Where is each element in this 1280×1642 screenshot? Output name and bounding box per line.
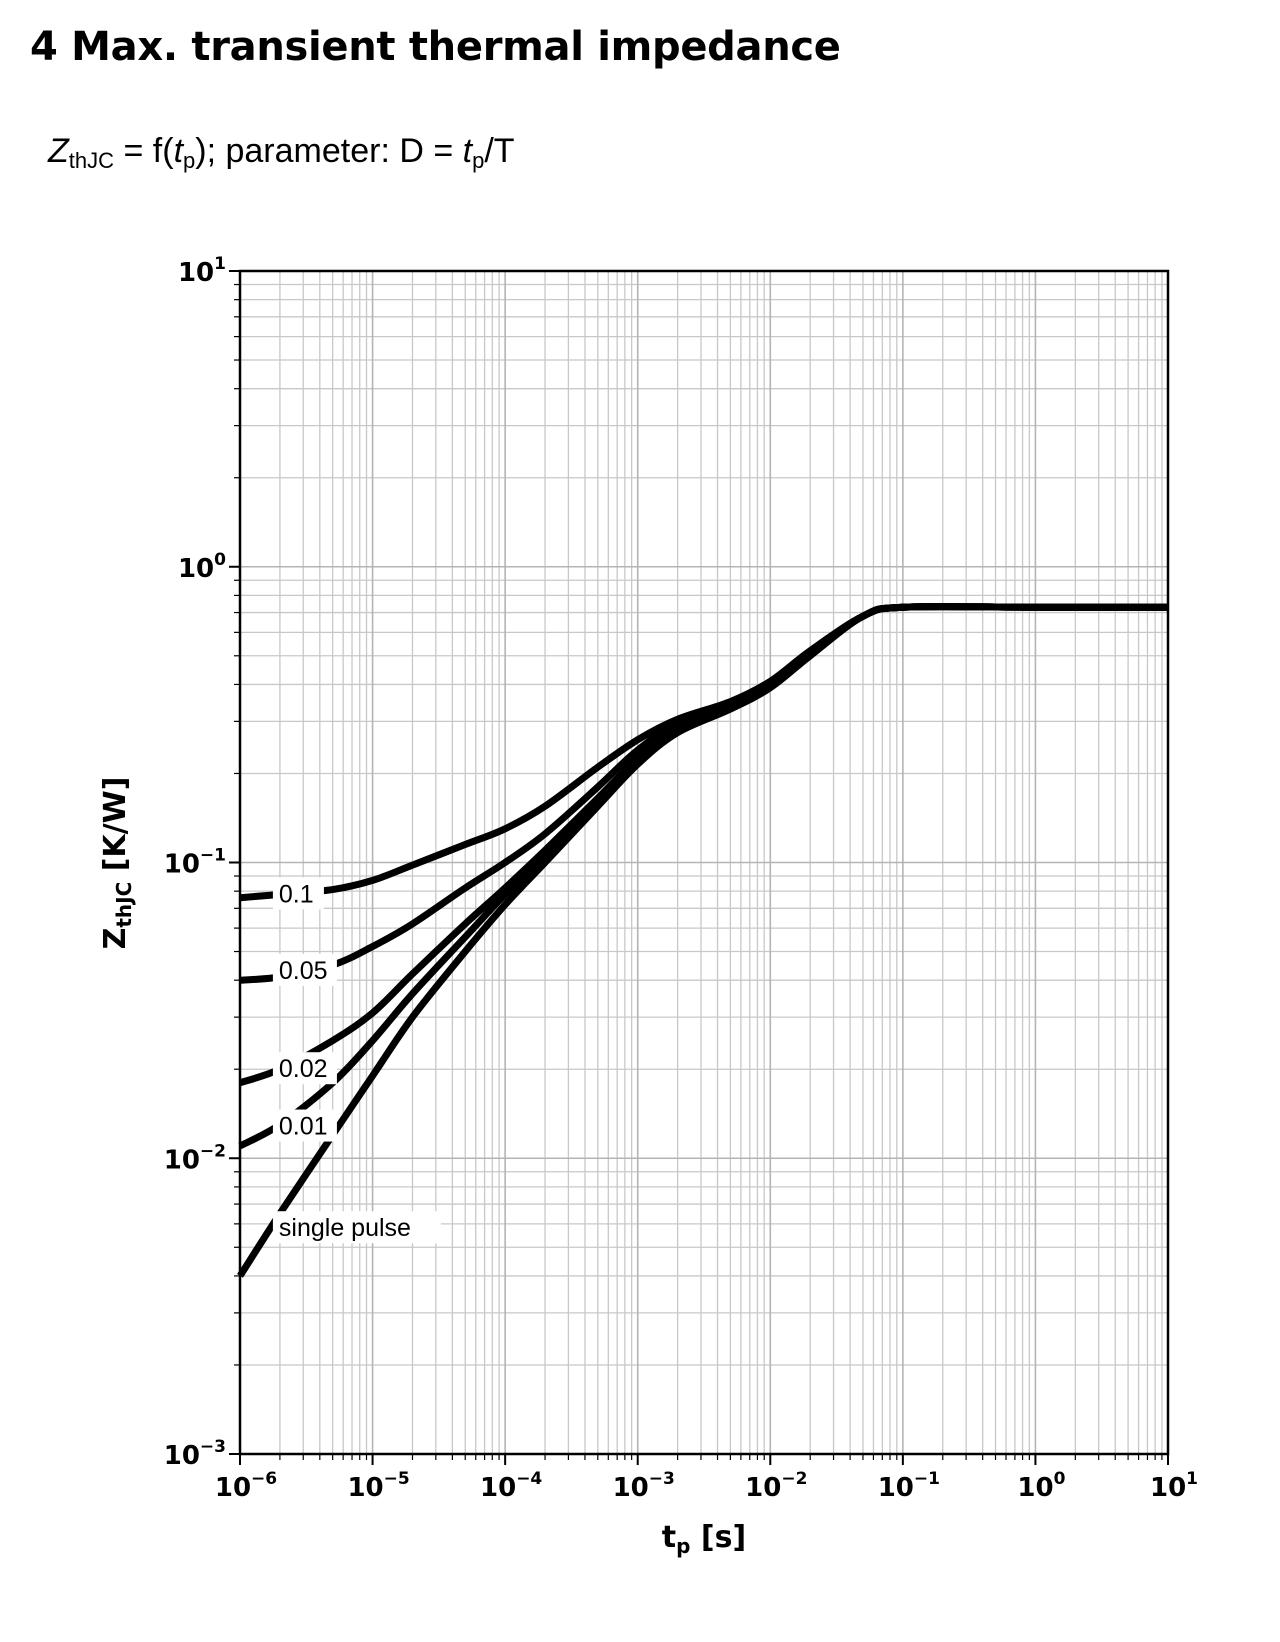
y-axis-label: ZthJC [K/W] xyxy=(98,777,136,950)
formula-z: Z xyxy=(48,132,69,170)
x-tick-label: 10−5 xyxy=(347,1469,409,1503)
x-axis-label-unit: [s] xyxy=(690,1520,746,1555)
curve-label-box xyxy=(272,1052,337,1085)
curve-label: single pulse xyxy=(279,1214,411,1242)
tick-labels: 10−6 10−5 10−4 10−3 10−2 10−1 100 10110−310−210… xyxy=(164,254,1198,1503)
curve-single-pulse xyxy=(237,603,1168,1278)
y-axis-label-main: Z xyxy=(98,928,133,950)
curve-label-box xyxy=(272,1211,441,1244)
x-tick-label-exponent: −1 xyxy=(914,1469,940,1489)
curve-label: 0.1 xyxy=(279,880,314,908)
curve-label: 0.05 xyxy=(279,957,328,985)
formula-eq: = f( xyxy=(114,132,174,170)
curve-label-box xyxy=(272,953,337,986)
axis-ticks xyxy=(229,270,1169,1465)
x-tick-label: 10−1 xyxy=(878,1469,940,1503)
y-tick-label: 10−2 xyxy=(164,1141,226,1175)
curve-label-box xyxy=(272,877,324,910)
x-tick-label-exponent: −2 xyxy=(781,1469,807,1489)
x-tick-label-exponent: 1 xyxy=(1186,1469,1198,1489)
y-axis-label-unit: [K/W] xyxy=(98,777,133,882)
formula-z-sub: thJC xyxy=(68,148,115,173)
y-tick-label-exponent: 0 xyxy=(214,550,226,570)
x-tick-label-base: 10 xyxy=(347,1473,383,1503)
x-axis-label-sub: p xyxy=(676,1534,690,1558)
curves xyxy=(237,603,1168,1278)
x-tick-label: 10−3 xyxy=(613,1469,675,1503)
x-tick-label-base: 10 xyxy=(745,1473,781,1503)
y-tick-label: 100 xyxy=(178,550,226,584)
x-tick-label: 100 xyxy=(1017,1469,1065,1503)
y-tick-label-exponent: −2 xyxy=(200,1141,226,1161)
y-tick-label-base: 10 xyxy=(178,258,214,288)
x-tick-label-base: 10 xyxy=(613,1473,649,1503)
formula-end: /T xyxy=(484,132,515,170)
y-tick-label-exponent: −1 xyxy=(200,846,226,866)
x-tick-label-exponent: −5 xyxy=(384,1469,410,1489)
y-tick-label-base: 10 xyxy=(178,554,214,584)
curve-label: 0.01 xyxy=(279,1113,328,1141)
formula-t2-sub: p xyxy=(472,148,485,173)
chart-formula: ZthJC = f(tp); parameter: D = tp/T xyxy=(48,132,515,174)
formula-rest: ); parameter: D = xyxy=(195,132,463,170)
x-tick-label: 10−6 xyxy=(215,1469,277,1503)
x-tick-label-exponent: 0 xyxy=(1054,1469,1066,1489)
y-tick-label-base: 10 xyxy=(164,1441,200,1471)
y-tick-label-base: 10 xyxy=(164,1145,200,1175)
section-heading: 4 Max. transient thermal impedance xyxy=(30,24,841,70)
formula-t: t xyxy=(173,132,184,170)
curve-label: 0.02 xyxy=(279,1055,328,1083)
x-tick-label-exponent: −4 xyxy=(516,1469,542,1489)
x-axis-label-main: t xyxy=(662,1520,676,1555)
x-axis-label: tp [s] xyxy=(662,1520,746,1558)
y-tick-label-exponent: −3 xyxy=(200,1437,226,1457)
x-tick-label-base: 10 xyxy=(480,1473,516,1503)
y-tick-label: 10−1 xyxy=(164,846,226,880)
x-tick-label-exponent: −3 xyxy=(649,1469,675,1489)
y-axis-label-sub: thJC xyxy=(112,882,136,928)
x-tick-label: 10−4 xyxy=(480,1469,542,1503)
x-tick-label: 10−2 xyxy=(745,1469,807,1503)
formula-t2: t xyxy=(462,132,473,170)
y-tick-label-base: 10 xyxy=(164,850,200,880)
x-tick-label-base: 10 xyxy=(878,1473,914,1503)
x-tick-label-base: 10 xyxy=(1150,1473,1186,1503)
x-tick-label-base: 10 xyxy=(1017,1473,1053,1503)
curve-labels: 0.1 0.05 0.02 0.01 single pulse xyxy=(272,877,441,1244)
curve-label-box xyxy=(272,1109,337,1142)
y-tick-label: 10−3 xyxy=(164,1437,226,1471)
x-tick-label: 101 xyxy=(1150,1469,1198,1503)
x-tick-label-exponent: −6 xyxy=(251,1469,277,1489)
x-tick-label-base: 10 xyxy=(215,1473,251,1503)
y-tick-label-exponent: 1 xyxy=(214,254,226,274)
y-tick-label: 101 xyxy=(178,254,226,288)
formula-t-sub: p xyxy=(183,148,196,173)
